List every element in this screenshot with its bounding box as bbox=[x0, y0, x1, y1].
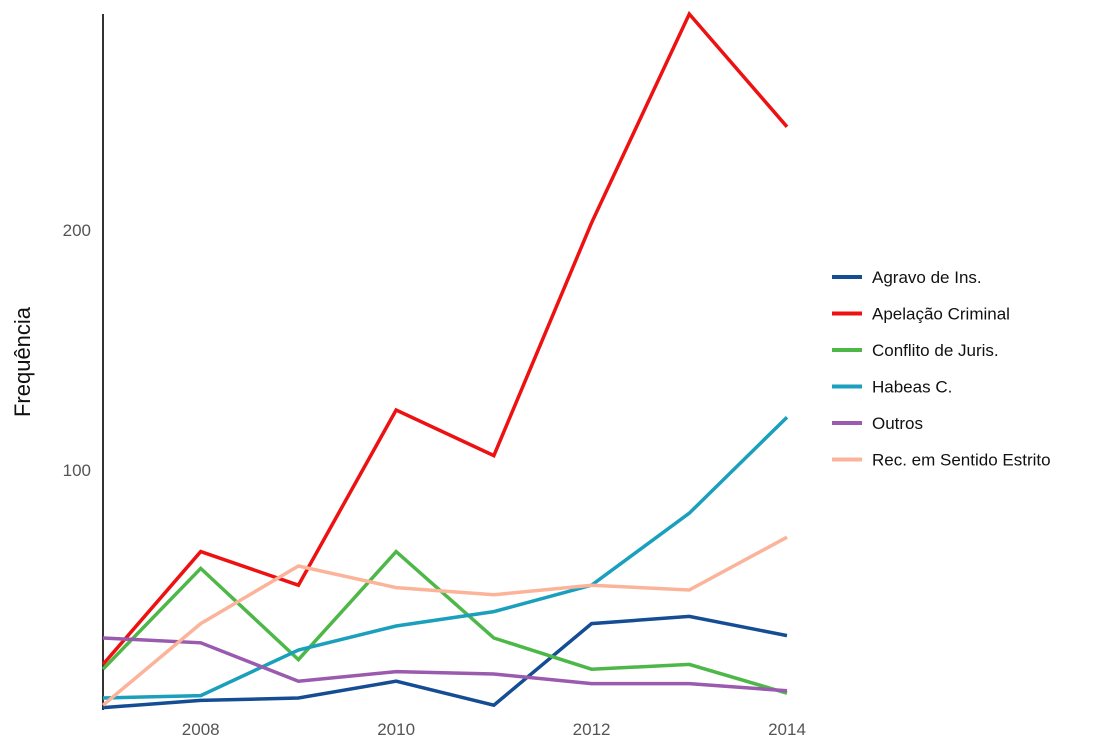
series-line-0 bbox=[102, 614, 788, 710]
legend-label: Outros bbox=[872, 414, 923, 433]
x-tick-label: 2014 bbox=[768, 720, 806, 738]
series-line-2 bbox=[101, 549, 788, 695]
x-tick-label: 2010 bbox=[377, 720, 415, 738]
series-line-5 bbox=[101, 535, 788, 707]
legend-label: Apelação Criminal bbox=[872, 305, 1010, 324]
legend-label: Rec. em Sentido Estrito bbox=[872, 451, 1051, 470]
legend-label: Conflito de Juris. bbox=[872, 341, 999, 360]
y-ticks: 100 200 bbox=[63, 221, 91, 480]
legend-label: Agravo de Ins. bbox=[872, 268, 982, 287]
legend: Agravo de Ins. Apelação Criminal Conflito … bbox=[832, 268, 1051, 470]
series-line-3 bbox=[102, 415, 789, 700]
y-tick-label: 200 bbox=[63, 221, 91, 240]
y-tick-label: 100 bbox=[63, 461, 91, 480]
x-ticks: 2008 2010 2012 2014 bbox=[182, 720, 806, 738]
series-line-1 bbox=[101, 10, 789, 666]
x-tick-label: 2012 bbox=[573, 720, 611, 738]
x-tick-label: 2008 bbox=[182, 720, 220, 738]
series-line-4 bbox=[102, 636, 788, 693]
legend-label: Habeas C. bbox=[872, 378, 952, 397]
series-lines bbox=[101, 10, 789, 710]
y-axis-title: Frequência bbox=[10, 306, 35, 417]
